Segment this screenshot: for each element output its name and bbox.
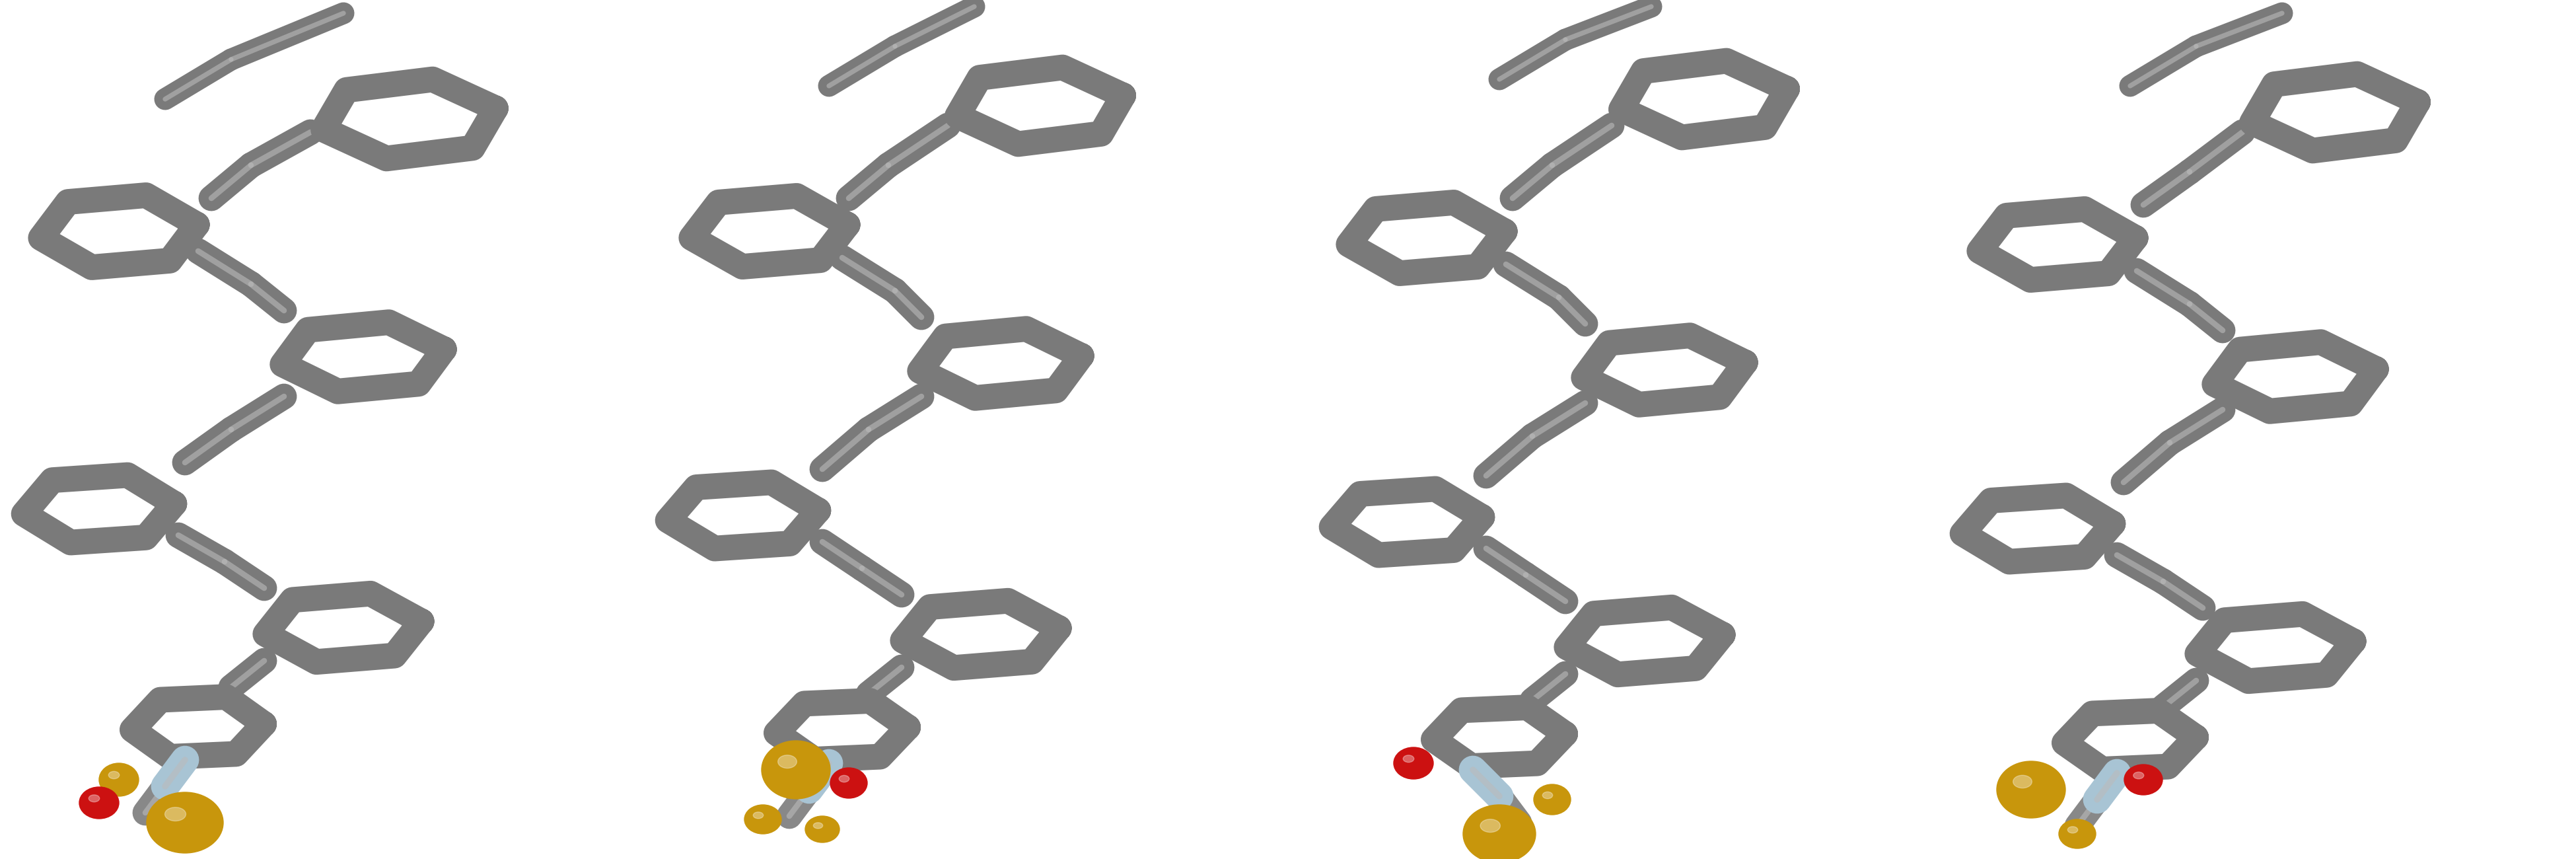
Ellipse shape xyxy=(814,823,822,829)
Ellipse shape xyxy=(1533,784,1571,814)
Ellipse shape xyxy=(2012,776,2032,788)
Ellipse shape xyxy=(2125,765,2161,795)
Ellipse shape xyxy=(98,763,139,796)
Ellipse shape xyxy=(778,755,796,768)
Ellipse shape xyxy=(147,792,224,853)
Ellipse shape xyxy=(1404,755,1414,762)
Ellipse shape xyxy=(1463,805,1535,859)
Ellipse shape xyxy=(1394,747,1432,779)
Ellipse shape xyxy=(840,776,850,783)
Ellipse shape xyxy=(1996,761,2066,818)
Ellipse shape xyxy=(2058,819,2097,849)
Ellipse shape xyxy=(108,771,118,779)
Ellipse shape xyxy=(1543,792,1553,799)
Ellipse shape xyxy=(762,740,829,799)
Ellipse shape xyxy=(2069,826,2079,833)
Ellipse shape xyxy=(80,787,118,819)
Ellipse shape xyxy=(744,805,781,834)
Ellipse shape xyxy=(1481,819,1499,832)
Ellipse shape xyxy=(752,812,762,819)
Ellipse shape xyxy=(88,795,100,802)
Ellipse shape xyxy=(165,807,185,821)
Ellipse shape xyxy=(2133,772,2143,779)
Ellipse shape xyxy=(829,768,868,798)
Ellipse shape xyxy=(806,816,840,843)
